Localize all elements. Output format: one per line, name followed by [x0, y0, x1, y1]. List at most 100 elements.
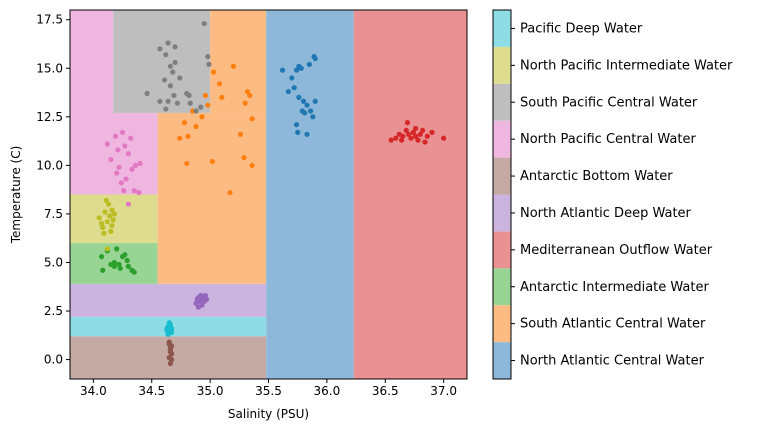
point-north-pacific-intermediate-water	[104, 246, 110, 252]
colorbar-swatch-north-atlantic-central-water	[493, 342, 511, 379]
point-pacific-deep-water	[168, 329, 175, 335]
point-south-atlantic-central-water	[247, 92, 253, 99]
point-south-pacific-central-water	[193, 108, 199, 114]
point-south-atlantic-central-water	[185, 133, 191, 139]
point-pacific-deep-water	[164, 325, 170, 332]
point-north-atlantic-central-water	[291, 85, 297, 91]
point-north-pacific-central-water	[131, 188, 137, 194]
point-south-atlantic-central-water	[227, 189, 233, 196]
point-mediterranean-outflow-water	[422, 139, 428, 145]
y-tick-label: 5.0	[44, 255, 63, 269]
x-tick-label: 35.5	[255, 384, 282, 398]
point-antarctic-intermediate-water	[98, 254, 105, 260]
y-tick-label: 7.5	[44, 207, 63, 221]
point-mediterranean-outflow-water	[413, 133, 419, 139]
colorbar-label-south-pacific-central-water: South Pacific Central Water	[520, 95, 698, 110]
y-tick-label: 15.0	[36, 61, 63, 75]
point-south-pacific-central-water	[144, 90, 150, 97]
point-south-pacific-central-water	[165, 98, 171, 104]
x-tick-label: 34.0	[80, 384, 107, 398]
colorbar-swatch-north-pacific-central-water	[493, 120, 511, 158]
point-south-atlantic-central-water	[230, 63, 237, 69]
point-south-atlantic-central-water	[193, 123, 199, 130]
point-north-pacific-central-water	[112, 133, 119, 139]
point-north-pacific-central-water	[125, 151, 131, 157]
point-south-pacific-central-water	[157, 46, 163, 52]
point-north-atlantic-central-water	[304, 131, 310, 137]
point-south-pacific-central-water	[157, 98, 163, 104]
point-mediterranean-outflow-water	[417, 131, 423, 137]
point-south-atlantic-central-water	[242, 100, 248, 106]
point-antarctic-intermediate-water	[100, 267, 106, 273]
point-north-atlantic-deep-water	[199, 296, 205, 302]
colorbar-label-south-atlantic-central-water: South Atlantic Central Water	[520, 317, 706, 332]
y-tick-label: 12.5	[36, 110, 63, 124]
point-north-atlantic-central-water	[312, 55, 318, 62]
point-north-pacific-intermediate-water	[109, 207, 115, 213]
point-south-pacific-central-water	[205, 54, 211, 60]
point-north-pacific-intermediate-water	[98, 221, 105, 227]
point-north-atlantic-central-water	[289, 75, 295, 81]
colorbar-label-north-pacific-central-water: North Pacific Central Water	[520, 132, 696, 147]
point-north-pacific-central-water	[118, 180, 124, 186]
point-south-pacific-central-water	[172, 59, 178, 66]
point-south-pacific-central-water	[206, 61, 212, 67]
point-antarctic-intermediate-water	[116, 261, 122, 268]
x-tick-label: 36.5	[372, 384, 399, 398]
region-south-atlantic-central-water	[157, 112, 267, 284]
point-south-pacific-central-water	[198, 104, 204, 110]
point-north-pacific-central-water	[121, 188, 127, 194]
point-north-pacific-central-water	[132, 162, 138, 168]
region-north-atlantic-deep-water	[70, 283, 267, 317]
point-south-atlantic-central-water	[181, 120, 188, 126]
point-north-pacific-central-water	[119, 129, 126, 135]
point-antarctic-intermediate-water	[122, 252, 128, 258]
colorbar-swatch-pacific-deep-water	[493, 10, 511, 47]
point-mediterranean-outflow-water	[399, 137, 405, 143]
point-north-pacific-intermediate-water	[101, 230, 107, 236]
point-north-pacific-central-water	[122, 143, 128, 149]
colorbar-label-north-pacific-intermediate-water: North Pacific Intermediate Water	[520, 58, 733, 73]
point-south-atlantic-central-water	[216, 81, 223, 87]
x-tick-label: 37.0	[430, 384, 457, 398]
point-south-pacific-central-water	[186, 92, 192, 99]
point-south-atlantic-central-water	[249, 116, 255, 122]
point-north-pacific-intermediate-water	[111, 211, 117, 217]
x-tick-label: 35.0	[197, 384, 224, 398]
colorbar-frame	[492, 9, 512, 380]
x-tick-label: 34.5	[138, 384, 165, 398]
point-south-pacific-central-water	[167, 83, 174, 89]
colorbar: North Atlantic Central Water South Atlant…	[492, 9, 733, 380]
region-north-pacific-central-water	[70, 112, 158, 195]
point-north-pacific-central-water	[116, 164, 122, 170]
point-south-pacific-central-water	[161, 77, 168, 83]
point-south-pacific-central-water	[174, 100, 181, 106]
x-axis-ticks: 34.0 34.5 35.0 35.5 36.0 36.5 37.0	[80, 379, 457, 398]
point-south-pacific-central-water	[163, 106, 169, 112]
point-north-atlantic-central-water	[300, 98, 307, 104]
point-mediterranean-outflow-water	[404, 120, 411, 126]
point-south-pacific-central-water	[171, 92, 177, 99]
point-mediterranean-outflow-water	[403, 127, 409, 134]
point-south-atlantic-central-water	[202, 92, 209, 99]
point-north-atlantic-deep-water	[195, 304, 202, 310]
point-north-pacific-intermediate-water	[110, 217, 116, 223]
point-south-atlantic-central-water	[199, 114, 205, 120]
region-mediterranean-outflow-water	[353, 10, 467, 379]
point-north-pacific-central-water	[114, 170, 120, 176]
point-south-atlantic-central-water	[244, 88, 251, 95]
point-north-pacific-intermediate-water	[105, 201, 112, 207]
point-south-pacific-central-water	[187, 100, 193, 106]
point-north-atlantic-deep-water	[204, 296, 210, 302]
point-north-pacific-intermediate-water	[109, 222, 115, 229]
point-antarctic-bottom-water	[168, 356, 175, 363]
point-south-pacific-central-water	[177, 75, 183, 81]
point-north-pacific-central-water	[137, 160, 143, 167]
point-mediterranean-outflow-water	[429, 129, 435, 135]
point-mediterranean-outflow-water	[406, 131, 412, 137]
point-mediterranean-outflow-water	[420, 127, 426, 134]
point-south-atlantic-central-water	[219, 94, 225, 100]
point-north-pacific-intermediate-water	[96, 215, 102, 221]
point-north-pacific-central-water	[104, 141, 110, 147]
colorbar-swatch-north-atlantic-deep-water	[493, 194, 511, 232]
